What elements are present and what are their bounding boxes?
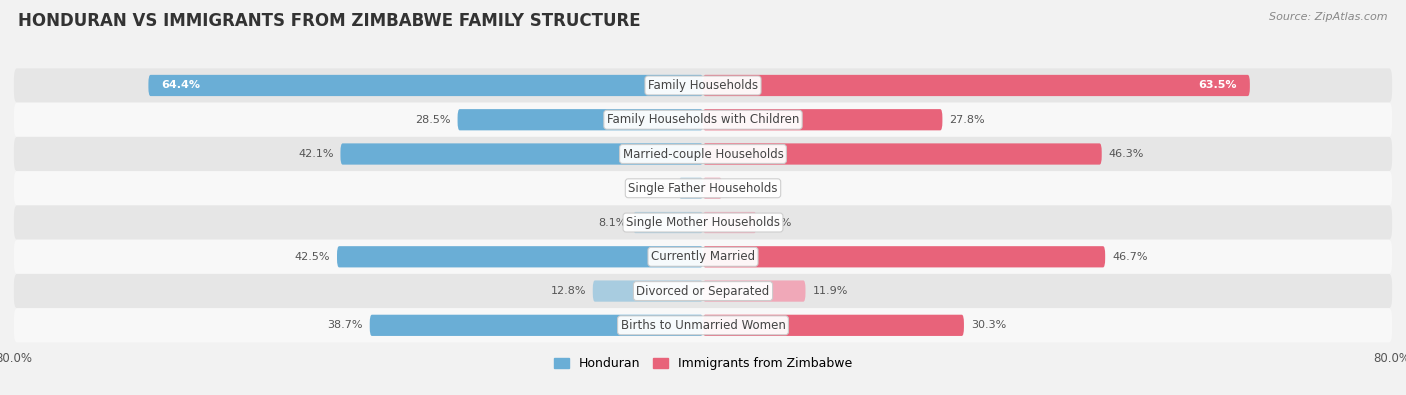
FancyBboxPatch shape <box>14 103 1392 137</box>
Text: Currently Married: Currently Married <box>651 250 755 263</box>
FancyBboxPatch shape <box>370 315 703 336</box>
FancyBboxPatch shape <box>633 212 703 233</box>
FancyBboxPatch shape <box>14 274 1392 308</box>
Text: 46.7%: 46.7% <box>1112 252 1147 262</box>
Text: 8.1%: 8.1% <box>598 218 626 228</box>
FancyBboxPatch shape <box>703 212 756 233</box>
Text: 2.2%: 2.2% <box>728 183 758 193</box>
Text: Source: ZipAtlas.com: Source: ZipAtlas.com <box>1270 12 1388 22</box>
Text: 28.5%: 28.5% <box>415 115 451 125</box>
Text: HONDURAN VS IMMIGRANTS FROM ZIMBABWE FAMILY STRUCTURE: HONDURAN VS IMMIGRANTS FROM ZIMBABWE FAM… <box>18 12 641 30</box>
FancyBboxPatch shape <box>14 240 1392 274</box>
Text: 6.2%: 6.2% <box>763 218 792 228</box>
FancyBboxPatch shape <box>337 246 703 267</box>
FancyBboxPatch shape <box>703 246 1105 267</box>
FancyBboxPatch shape <box>703 280 806 302</box>
FancyBboxPatch shape <box>703 143 1102 165</box>
FancyBboxPatch shape <box>703 109 942 130</box>
Text: 46.3%: 46.3% <box>1108 149 1144 159</box>
FancyBboxPatch shape <box>149 75 703 96</box>
Text: 42.1%: 42.1% <box>298 149 333 159</box>
FancyBboxPatch shape <box>14 171 1392 205</box>
Text: 2.8%: 2.8% <box>644 183 672 193</box>
Text: Single Mother Households: Single Mother Households <box>626 216 780 229</box>
FancyBboxPatch shape <box>457 109 703 130</box>
Text: Family Households: Family Households <box>648 79 758 92</box>
FancyBboxPatch shape <box>679 178 703 199</box>
Legend: Honduran, Immigrants from Zimbabwe: Honduran, Immigrants from Zimbabwe <box>548 352 858 376</box>
Text: 38.7%: 38.7% <box>328 320 363 330</box>
Text: 27.8%: 27.8% <box>949 115 986 125</box>
Text: 63.5%: 63.5% <box>1198 81 1237 90</box>
Text: Single Father Households: Single Father Households <box>628 182 778 195</box>
FancyBboxPatch shape <box>340 143 703 165</box>
Text: 12.8%: 12.8% <box>550 286 586 296</box>
Text: 30.3%: 30.3% <box>970 320 1007 330</box>
Text: Divorced or Separated: Divorced or Separated <box>637 284 769 297</box>
FancyBboxPatch shape <box>14 68 1392 103</box>
FancyBboxPatch shape <box>703 75 1250 96</box>
FancyBboxPatch shape <box>703 315 965 336</box>
Text: 42.5%: 42.5% <box>295 252 330 262</box>
Text: Married-couple Households: Married-couple Households <box>623 147 783 160</box>
FancyBboxPatch shape <box>703 178 721 199</box>
Text: Family Households with Children: Family Households with Children <box>607 113 799 126</box>
FancyBboxPatch shape <box>14 137 1392 171</box>
FancyBboxPatch shape <box>593 280 703 302</box>
Text: 11.9%: 11.9% <box>813 286 848 296</box>
Text: 64.4%: 64.4% <box>162 81 200 90</box>
FancyBboxPatch shape <box>14 205 1392 240</box>
Text: Births to Unmarried Women: Births to Unmarried Women <box>620 319 786 332</box>
FancyBboxPatch shape <box>14 308 1392 342</box>
